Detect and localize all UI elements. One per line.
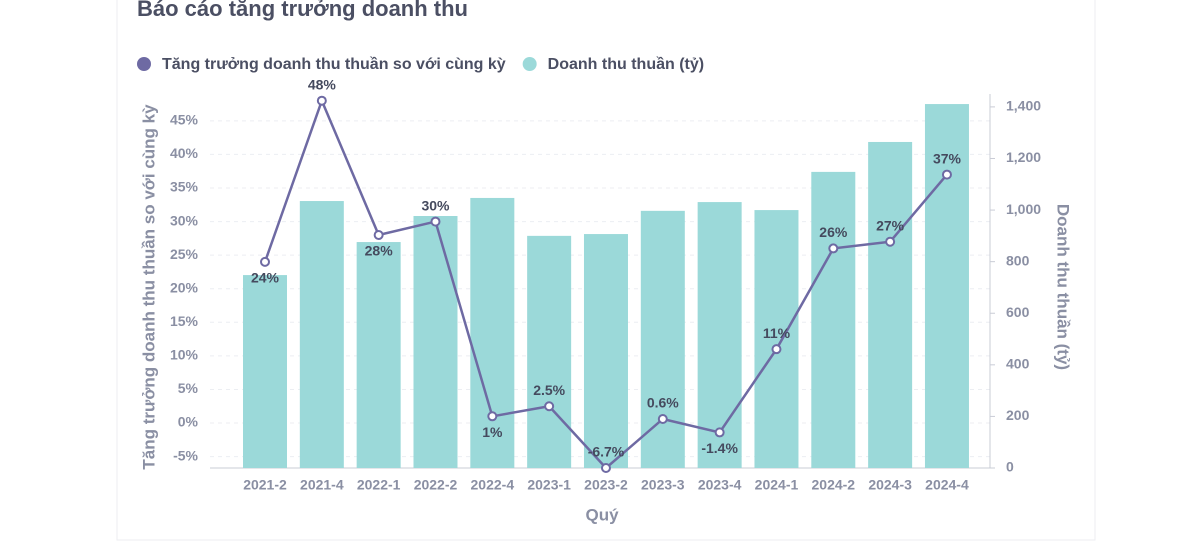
data-label: -1.4%	[701, 440, 738, 456]
x-tick-label: 2024-4	[925, 477, 969, 493]
bar	[413, 216, 458, 468]
x-tick-label: 2021-2	[243, 477, 287, 493]
y-tick-label: -5%	[173, 447, 198, 463]
point	[487, 411, 498, 422]
legend-label: Doanh thu thuần (tỷ)	[548, 56, 704, 73]
point	[430, 216, 441, 227]
bar	[754, 210, 799, 468]
point	[771, 344, 782, 355]
bar	[299, 201, 344, 468]
data-label: 48%	[308, 76, 337, 92]
data-label: 2.5%	[533, 382, 565, 398]
y-axis-title: Tăng trưởng doanh thu thuần so với cùng …	[139, 104, 158, 470]
point	[544, 401, 555, 412]
y-tick-label: 5%	[178, 380, 199, 396]
y2-tick-label: 1,200	[1006, 149, 1041, 165]
x-tick-label: 2021-4	[300, 477, 344, 493]
data-label: 26%	[819, 224, 848, 240]
data-label: -6.7%	[588, 444, 625, 460]
bar	[527, 235, 572, 468]
x-tick-label: 2024-3	[868, 477, 912, 493]
y2-tick-label: 400	[1006, 356, 1030, 372]
y2-tick-label: 0	[1006, 459, 1014, 475]
y2-tick-label: 600	[1006, 304, 1030, 320]
bar	[640, 210, 685, 468]
y-tick-label: 40%	[170, 145, 199, 161]
bar	[583, 234, 628, 468]
y-tick-label: 10%	[170, 347, 199, 363]
bar	[697, 202, 742, 468]
point	[714, 427, 725, 438]
data-label: 1%	[482, 424, 503, 440]
x-tick-label: 2022-1	[357, 477, 401, 493]
legend-marker	[522, 57, 537, 71]
bar	[868, 141, 913, 469]
y2-tick-label: 200	[1006, 407, 1030, 423]
data-label: 27%	[876, 217, 905, 233]
point	[828, 243, 839, 254]
x-tick-label: 2023-1	[527, 477, 571, 493]
y-tick-label: 15%	[170, 313, 199, 329]
y-tick-label: 30%	[170, 212, 199, 228]
bar	[924, 104, 969, 468]
y2-axis-title: Doanh thu thuần (tỷ)	[1054, 204, 1073, 370]
legend-marker	[137, 57, 151, 71]
data-label: 0.6%	[647, 395, 679, 411]
x-tick-label: 2022-2	[414, 477, 458, 493]
point	[885, 236, 896, 247]
point	[373, 230, 384, 241]
point	[260, 256, 270, 267]
bar	[356, 242, 401, 468]
x-tick-label: 2024-1	[755, 477, 799, 493]
y-tick-label: 0%	[178, 414, 199, 430]
data-label: 11%	[763, 325, 791, 341]
y2-tick-label: 1,400	[1006, 98, 1041, 114]
data-label: 28%	[365, 243, 394, 259]
point	[941, 169, 952, 180]
data-label: 37%	[933, 150, 962, 166]
y2-tick-label: 800	[1006, 252, 1030, 268]
y-tick-label: 20%	[170, 279, 199, 295]
chart-title: Báo cáo tăng trưởng doanh thu	[137, 0, 468, 21]
point	[657, 413, 668, 424]
y-tick-label: 35%	[170, 179, 199, 195]
point	[600, 463, 611, 473]
x-axis-title: Quý	[585, 505, 619, 524]
legend-label: Tăng trưởng doanh thu thuần so với cùng …	[162, 56, 506, 73]
y-tick-label: 45%	[170, 112, 199, 128]
data-label: 24%	[251, 270, 280, 286]
bar	[243, 275, 287, 468]
bar	[811, 171, 856, 468]
y2-tick-label: 1,000	[1006, 201, 1041, 217]
x-tick-label: 2024-2	[812, 477, 856, 493]
x-tick-label: 2022-4	[471, 477, 515, 493]
y-tick-label: 25%	[170, 246, 199, 262]
data-label: 30%	[421, 197, 450, 213]
bar	[470, 197, 515, 468]
x-tick-label: 2023-4	[698, 477, 742, 493]
point	[316, 95, 327, 106]
x-tick-label: 2023-3	[641, 477, 685, 493]
x-tick-label: 2023-2	[584, 477, 628, 493]
